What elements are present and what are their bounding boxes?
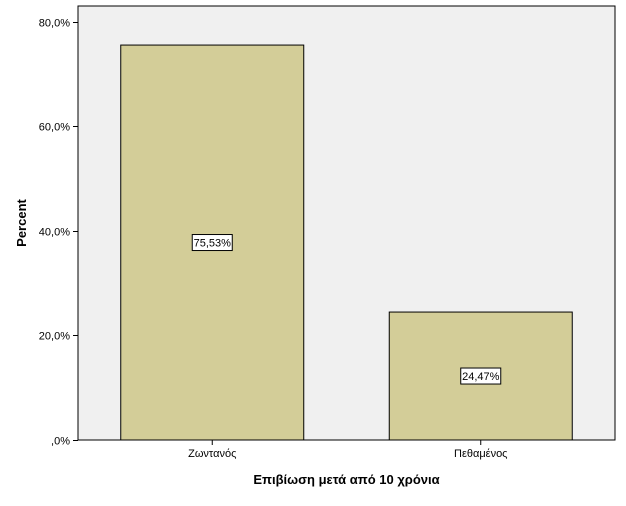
y-tick-label: 40,0% — [39, 227, 70, 239]
y-tick-label: 20,0% — [39, 331, 70, 343]
y-axis-title: Percent — [14, 198, 29, 246]
data-label: 75,53% — [191, 234, 233, 252]
x-tick-label: Ζωντανός — [188, 448, 236, 460]
data-label: 24,47% — [460, 367, 502, 385]
y-axis: ,0% 20,0% 40,0% 60,0% 80,0% — [39, 18, 78, 448]
y-tick-label: 60,0% — [39, 122, 70, 134]
x-axis-title: Επιβίωση μετά από 10 χρόνια — [253, 472, 439, 487]
y-tick-label: 80,0% — [39, 18, 70, 30]
data-labels-layer: 75,53% 24,47% — [191, 234, 502, 385]
data-label-text: 24,47% — [462, 371, 500, 383]
data-label-text: 75,53% — [194, 238, 232, 250]
x-tick-label: Πεθαμένος — [454, 448, 508, 460]
data-label-box — [460, 367, 502, 385]
data-label-box — [191, 234, 233, 252]
y-tick-label: ,0% — [51, 436, 70, 448]
x-axis: Ζωντανός Πεθαμένος — [188, 440, 508, 460]
